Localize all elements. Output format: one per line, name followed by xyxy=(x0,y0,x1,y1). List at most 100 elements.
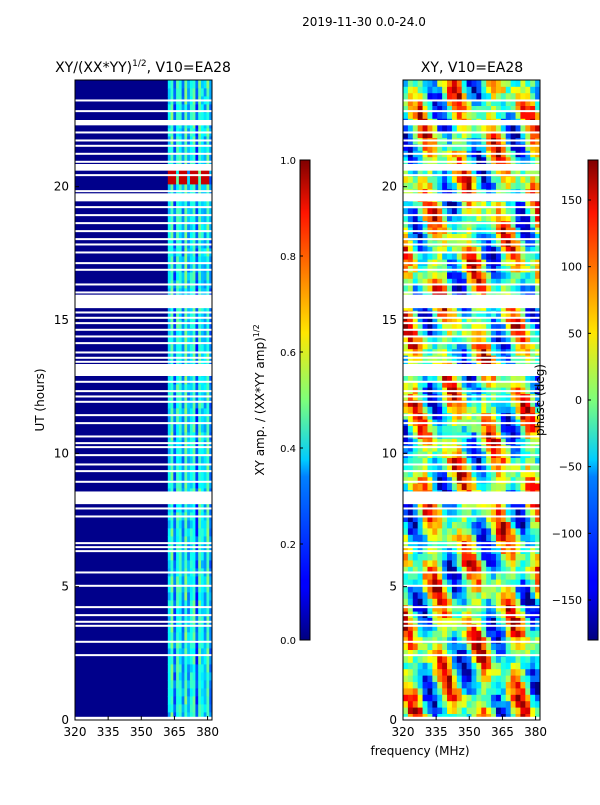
right-heatmap-cell xyxy=(535,342,540,350)
right-heatmap-cell xyxy=(491,688,497,695)
left-heatmap-cell xyxy=(200,168,205,177)
right-heatmap-cell xyxy=(481,515,487,522)
right-heatmap-cell xyxy=(466,99,472,106)
right-heatmap-cell xyxy=(500,284,507,292)
left-heatmap-cell xyxy=(184,616,188,625)
left-heatmap-cell xyxy=(198,320,202,329)
right-heatmap-cell xyxy=(481,508,487,516)
right-heatmap-cell xyxy=(466,643,472,650)
right-heatmap-cell xyxy=(427,438,433,446)
left-heatmap-cell xyxy=(173,480,177,489)
left-heatmap-cell xyxy=(181,664,185,673)
right-heatmap-cell xyxy=(505,400,512,407)
left-heatmap-cell xyxy=(178,80,183,89)
right-heatmap-cell xyxy=(437,528,443,535)
left-heatmap-cell xyxy=(200,384,205,393)
right-heatmap-cell xyxy=(437,246,443,254)
right-blank-band xyxy=(403,120,540,126)
left-heatmap-cell xyxy=(173,520,177,529)
left-heatmap-cell xyxy=(170,328,174,337)
right-heatmap-cell xyxy=(412,566,419,574)
left-heatmap-cell xyxy=(209,264,212,273)
right-heatmap-cell xyxy=(461,630,468,638)
right-heatmap-cell xyxy=(417,656,423,663)
left-heatmap-cell xyxy=(187,256,191,265)
right-heatmap-cell xyxy=(407,579,414,586)
left-heatmap-cell xyxy=(173,472,177,481)
left-heatmap-cell xyxy=(173,336,177,345)
right-heatmap-cell xyxy=(442,483,448,490)
right-heatmap-cell xyxy=(466,624,472,631)
left-heatmap-cell xyxy=(203,624,207,633)
left-heatmap-cell xyxy=(189,312,194,321)
right-heatmap-cell xyxy=(471,579,477,586)
right-heatmap-cell xyxy=(427,336,433,343)
right-heatmap-cell xyxy=(530,80,536,87)
right-heatmap-cell xyxy=(456,540,463,548)
right-heatmap-cell xyxy=(500,624,507,631)
left-heatmap-cell xyxy=(206,680,210,689)
right-heatmap-cell xyxy=(495,592,502,599)
right-heatmap-cell xyxy=(451,233,458,241)
right-heatmap-cell xyxy=(442,521,448,529)
left-heatmap-cell xyxy=(192,616,196,625)
left-heatmap-cell xyxy=(187,312,191,321)
right-heatmap-cell xyxy=(495,182,502,190)
right-heatmap-cell xyxy=(471,572,477,580)
right-heatmap-cell xyxy=(500,156,507,164)
right-heatmap-cell xyxy=(466,112,472,119)
right-heatmap-cell xyxy=(447,278,453,286)
right-heatmap-cell xyxy=(451,560,458,567)
right-heatmap-cell xyxy=(476,624,482,631)
right-heatmap-cell xyxy=(442,444,448,452)
right-heatmap-cell xyxy=(535,278,540,286)
right-heatmap-cell xyxy=(520,624,526,631)
right-heatmap-cell xyxy=(486,508,492,516)
left-heatmap-cell xyxy=(200,528,205,537)
right-heatmap-cell xyxy=(525,585,531,593)
right-heatmap-cell xyxy=(432,182,438,190)
left-heatmap-cell xyxy=(181,440,185,449)
right-heatmap-cell xyxy=(437,688,443,695)
left-heatmap-cell xyxy=(173,424,177,433)
left-heatmap-cell xyxy=(203,688,207,697)
right-heatmap-cell xyxy=(466,476,472,484)
left-heatmap-cell xyxy=(187,520,191,529)
left-heatmap-cell xyxy=(181,696,185,705)
left-heatmap-cell xyxy=(203,224,207,233)
right-heatmap-cell xyxy=(403,412,409,420)
right-heatmap-cell xyxy=(403,502,409,510)
right-heatmap-cell xyxy=(500,329,507,337)
left-heatmap-cell xyxy=(206,696,210,705)
right-heatmap-cell xyxy=(442,592,448,599)
right-heatmap-cell xyxy=(486,176,492,183)
right-heatmap-cell xyxy=(481,624,487,631)
left-heatmap-cell xyxy=(173,600,177,609)
right-heatmap-cell xyxy=(530,188,536,196)
right-heatmap-cell xyxy=(437,694,443,702)
left-heatmap-cell xyxy=(200,656,205,665)
left-heatmap-cell xyxy=(170,416,174,425)
right-heatmap-cell xyxy=(495,668,502,676)
left-heatmap-cell xyxy=(209,560,212,569)
left-heatmap-cell xyxy=(203,144,207,153)
left-heatmap-cell xyxy=(203,256,207,265)
left-heatmap-cell xyxy=(184,600,188,609)
right-heatmap-cell xyxy=(417,604,423,612)
left-blank-row xyxy=(75,515,212,518)
left-heatmap-cell xyxy=(187,680,191,689)
right-heatmap-cell xyxy=(422,553,428,561)
left-heatmap-cell xyxy=(198,584,202,593)
right-heatmap-cell xyxy=(486,316,492,324)
left-heatmap-cell xyxy=(200,536,205,545)
right-heatmap-cell xyxy=(515,201,521,209)
right-heatmap-cell xyxy=(403,425,409,433)
right-heatmap-cell xyxy=(447,425,453,433)
right-heatmap-cell xyxy=(451,675,458,682)
left-heatmap-cell xyxy=(181,472,185,481)
right-heatmap-cell xyxy=(412,412,419,420)
right-heatmap-cell xyxy=(520,585,526,593)
left-blank-row xyxy=(75,463,212,466)
right-heatmap-cell xyxy=(447,662,453,670)
right-heatmap-cell xyxy=(525,156,531,164)
